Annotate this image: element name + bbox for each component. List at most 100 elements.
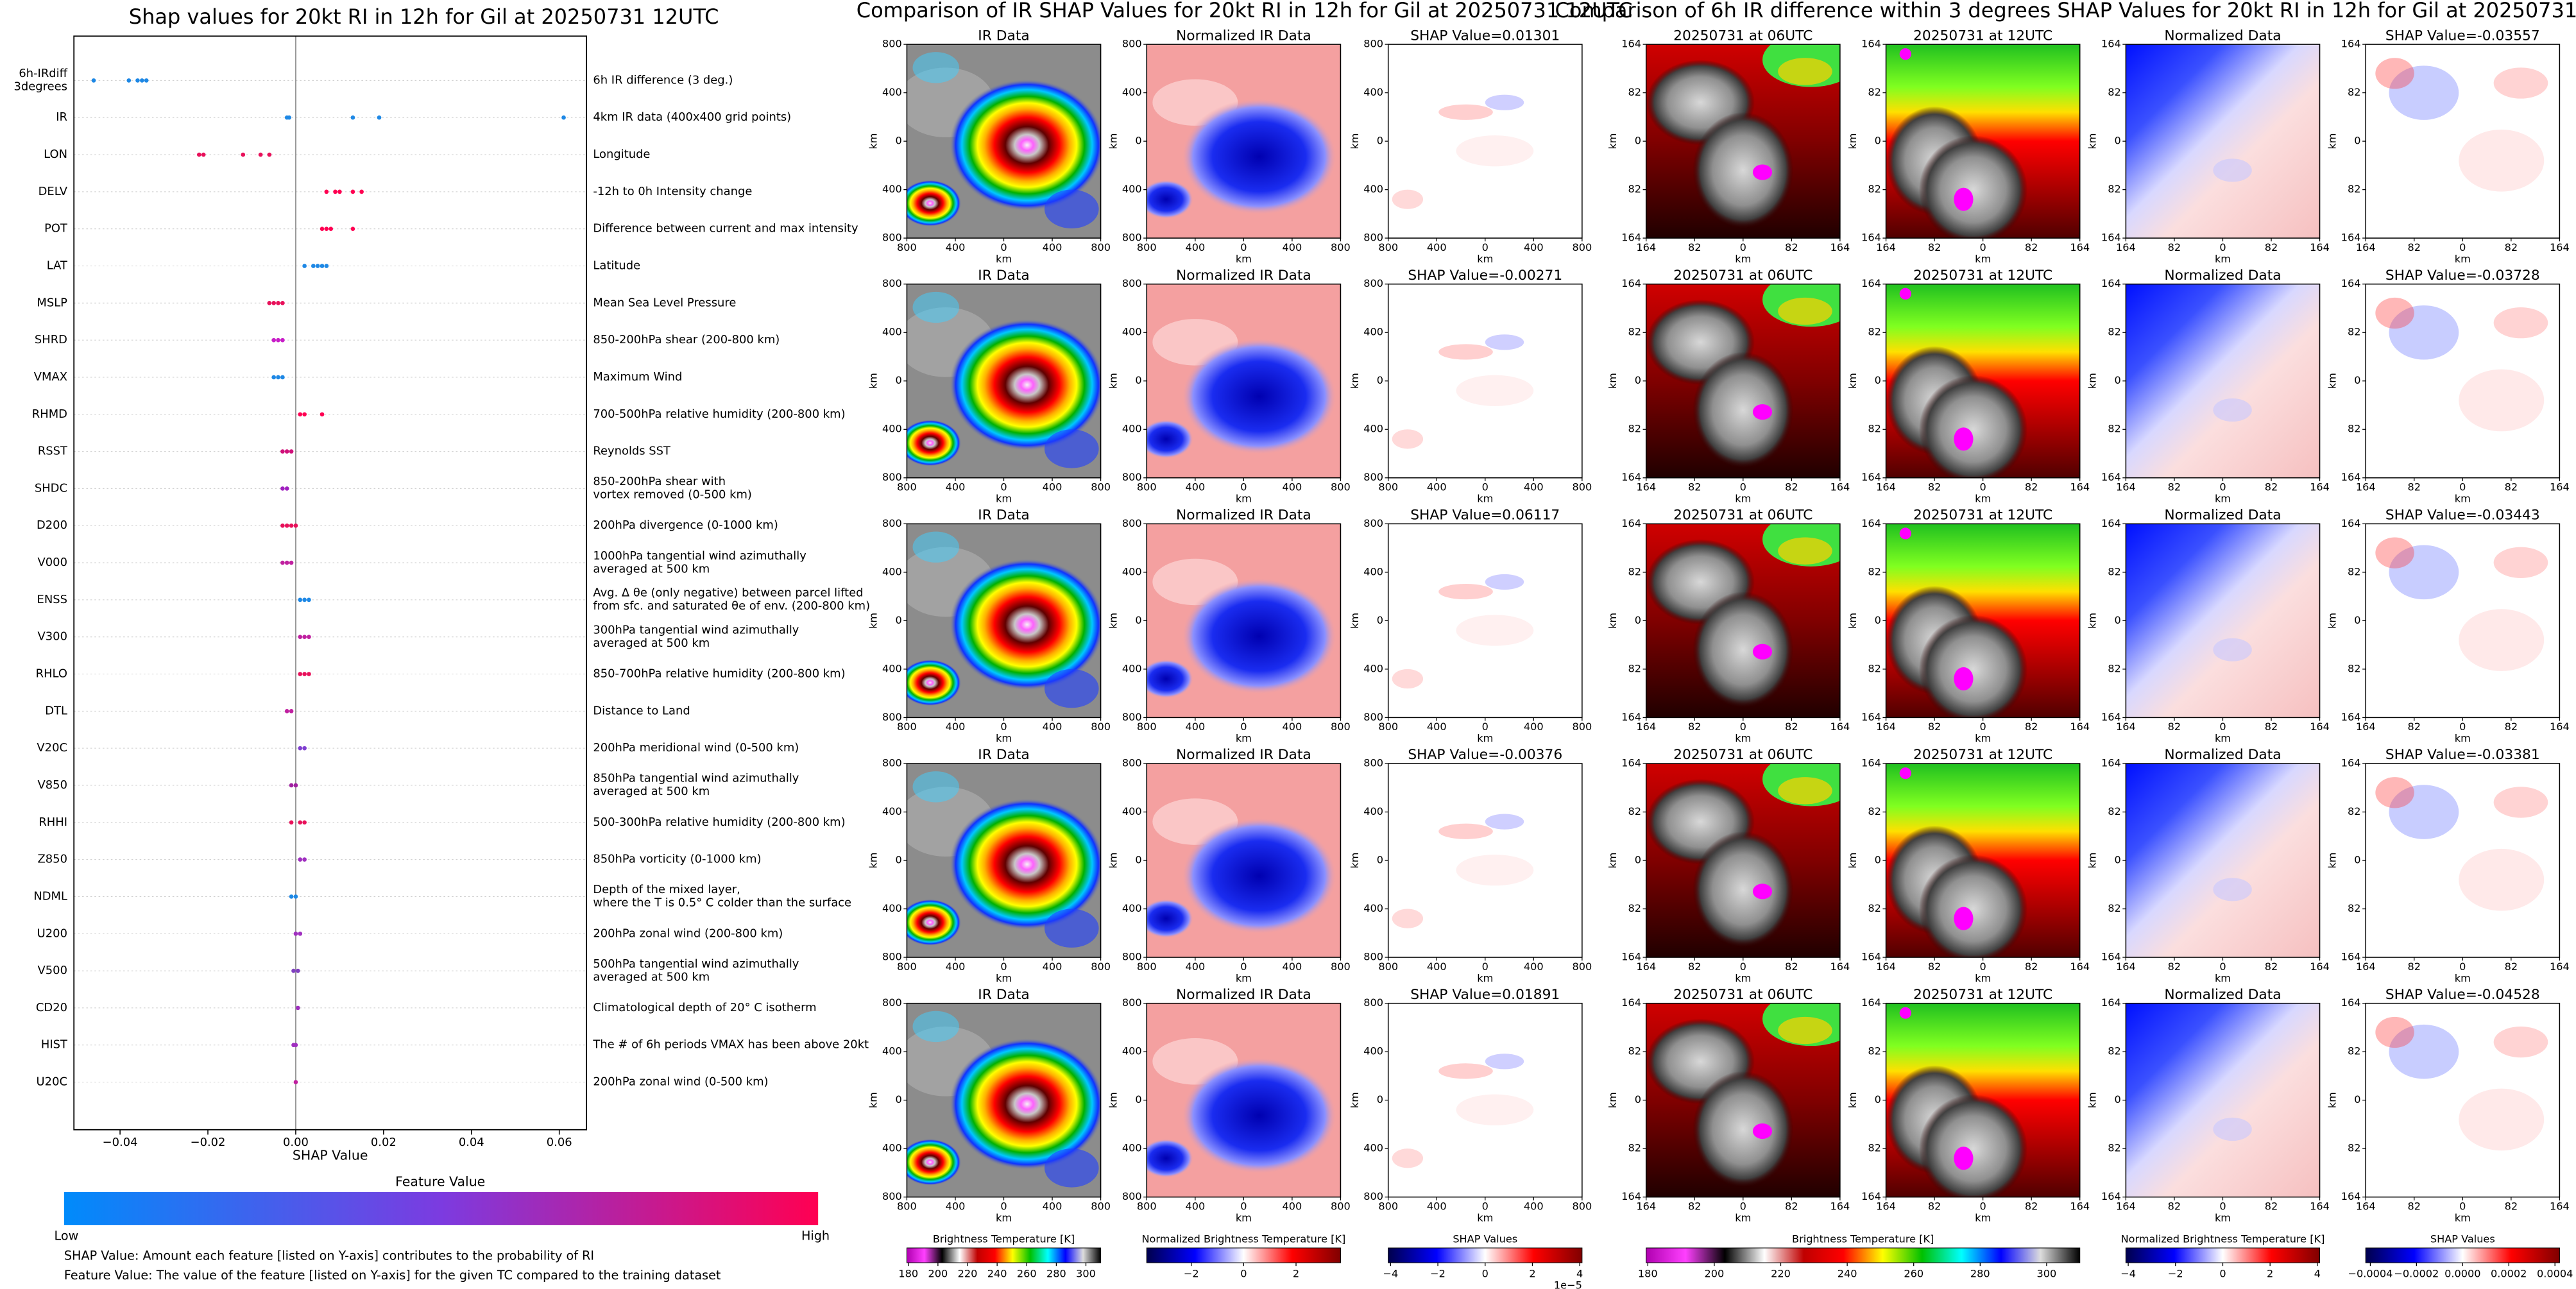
y-tick-label: 800	[1122, 277, 1142, 289]
feature-name: SHRD	[35, 333, 67, 346]
x-tick-label: 0	[1240, 241, 1247, 253]
shap-point	[276, 300, 280, 305]
x-tick-label: 0.00	[283, 1136, 309, 1149]
x-tick-label: 82	[2505, 241, 2518, 253]
x-tick-label: 164	[1876, 1200, 1896, 1213]
x-tick-label: 82	[1688, 721, 1702, 733]
x-tick-label: 164	[2310, 960, 2330, 973]
colorbar-tick-label: 0.0002	[2491, 1267, 2527, 1279]
y-tick-label: 82	[2108, 326, 2121, 338]
feature-description: 300hPa tangential wind azimuthally	[593, 623, 799, 636]
panel-title: Normalized Data	[2164, 28, 2281, 44]
y-tick-label: 800	[1363, 471, 1383, 483]
x-axis-label: km	[996, 493, 1012, 505]
panel-image	[1388, 764, 1582, 958]
y-tick-label: 164	[1621, 38, 1641, 50]
x-tick-label: 0	[1000, 241, 1007, 253]
x-tick-label: 82	[1785, 241, 1798, 253]
x-tick-label: 800	[1091, 721, 1111, 733]
y-tick-label: 400	[882, 565, 902, 577]
y-tick-label: 82	[1628, 805, 1642, 817]
shap-point	[267, 300, 272, 305]
shap-point	[324, 226, 329, 232]
x-tick-label: 164	[2070, 721, 2090, 733]
x-tick-label: 164	[1636, 241, 1656, 253]
x-tick-label: 0	[2459, 481, 2466, 493]
x-tick-label: 400	[946, 481, 966, 493]
shap-point	[293, 783, 298, 788]
shap-point	[291, 968, 296, 973]
x-tick-label: 800	[1572, 481, 1592, 493]
shap-point	[296, 1005, 300, 1011]
shap-point	[324, 264, 329, 268]
x-tick-label: 0	[1980, 960, 1986, 973]
feature-description: -12h to 0h Intensity change	[593, 185, 752, 198]
y-tick-label: 0	[1875, 1093, 1881, 1105]
panel-image	[907, 44, 1101, 239]
y-tick-label: 400	[1122, 423, 1142, 435]
x-tick-label: 800	[1378, 1200, 1398, 1213]
feature-description: 850-200hPa shear with	[593, 475, 726, 488]
x-tick-label: 164	[2116, 960, 2136, 973]
x-axis-label: km	[2455, 972, 2471, 984]
y-tick-label: 400	[1363, 565, 1383, 577]
shap-point	[302, 597, 307, 602]
shap-point	[359, 189, 364, 194]
y-tick-label: 0	[1875, 374, 1881, 386]
shap-point	[289, 523, 294, 528]
feature-name: CD20	[36, 1001, 67, 1014]
x-tick-label: 800	[1137, 481, 1157, 493]
x-tick-label: 800	[897, 481, 917, 493]
x-tick-label: 82	[1688, 481, 1702, 493]
x-axis-label: km	[1236, 493, 1252, 505]
shap-point	[298, 857, 303, 862]
x-tick-label: 0	[2219, 960, 2226, 973]
x-tick-label: 800	[1137, 241, 1157, 253]
y-tick-label: 800	[882, 232, 902, 244]
x-tick-label: 800	[1137, 960, 1157, 973]
panel-image	[1388, 524, 1582, 718]
x-tick-label: 82	[1928, 960, 1941, 973]
x-axis-label: km	[1975, 1211, 1991, 1224]
shap-point	[298, 597, 303, 602]
y-tick-label: 400	[1122, 1142, 1142, 1154]
feature-description: from sfc. and saturated θe of env. (200-…	[593, 599, 870, 613]
shap-point	[289, 449, 294, 454]
shap-point	[333, 189, 337, 194]
colorbar-tick-label: 300	[1076, 1267, 1096, 1279]
y-tick-label: 164	[2101, 1190, 2121, 1202]
x-tick-label: 82	[2265, 960, 2278, 973]
panel-image	[1646, 44, 1840, 239]
colorbar-tick-label: −4	[2120, 1267, 2136, 1279]
panel-title: IR Data	[978, 268, 1029, 284]
panel-title: 20250731 at 06UTC	[1673, 508, 1813, 524]
y-axis-label: km	[867, 133, 880, 149]
feature-description: 200hPa zonal wind (200-800 km)	[593, 926, 783, 940]
y-tick-label: 0	[1377, 135, 1383, 147]
feature-description: 200hPa zonal wind (0-500 km)	[593, 1075, 768, 1089]
colorbar-tick-label: 220	[958, 1267, 978, 1279]
shap-point	[337, 189, 342, 194]
x-tick-label: 0	[1000, 481, 1007, 493]
panel-title: Normalized Data	[2164, 987, 2281, 1003]
x-tick-label: 0	[2459, 960, 2466, 973]
panel-image	[1388, 284, 1582, 478]
panel-title: SHAP Value=0.06117	[1410, 508, 1560, 524]
y-tick-label: 800	[882, 1190, 902, 1202]
x-tick-label: 0	[1000, 721, 1007, 733]
shap-point	[280, 337, 285, 343]
shap-point	[293, 894, 298, 899]
y-tick-label: 400	[1122, 1045, 1142, 1057]
colorbar-tick-label: 2	[1293, 1267, 1299, 1279]
x-tick-label: 164	[1830, 481, 1850, 493]
x-tick-label: 800	[1137, 721, 1157, 733]
x-tick-label: 82	[1688, 960, 1702, 973]
panel-image	[907, 524, 1101, 718]
y-tick-label: 82	[1628, 1045, 1642, 1057]
y-axis-label: km	[1107, 373, 1120, 389]
feature-name: RSST	[38, 445, 67, 458]
feature-description: averaged at 500 km	[593, 636, 710, 650]
y-tick-label: 82	[1868, 1045, 1881, 1057]
panel-image	[1646, 1003, 1840, 1197]
x-axis-label: km	[1236, 253, 1252, 265]
